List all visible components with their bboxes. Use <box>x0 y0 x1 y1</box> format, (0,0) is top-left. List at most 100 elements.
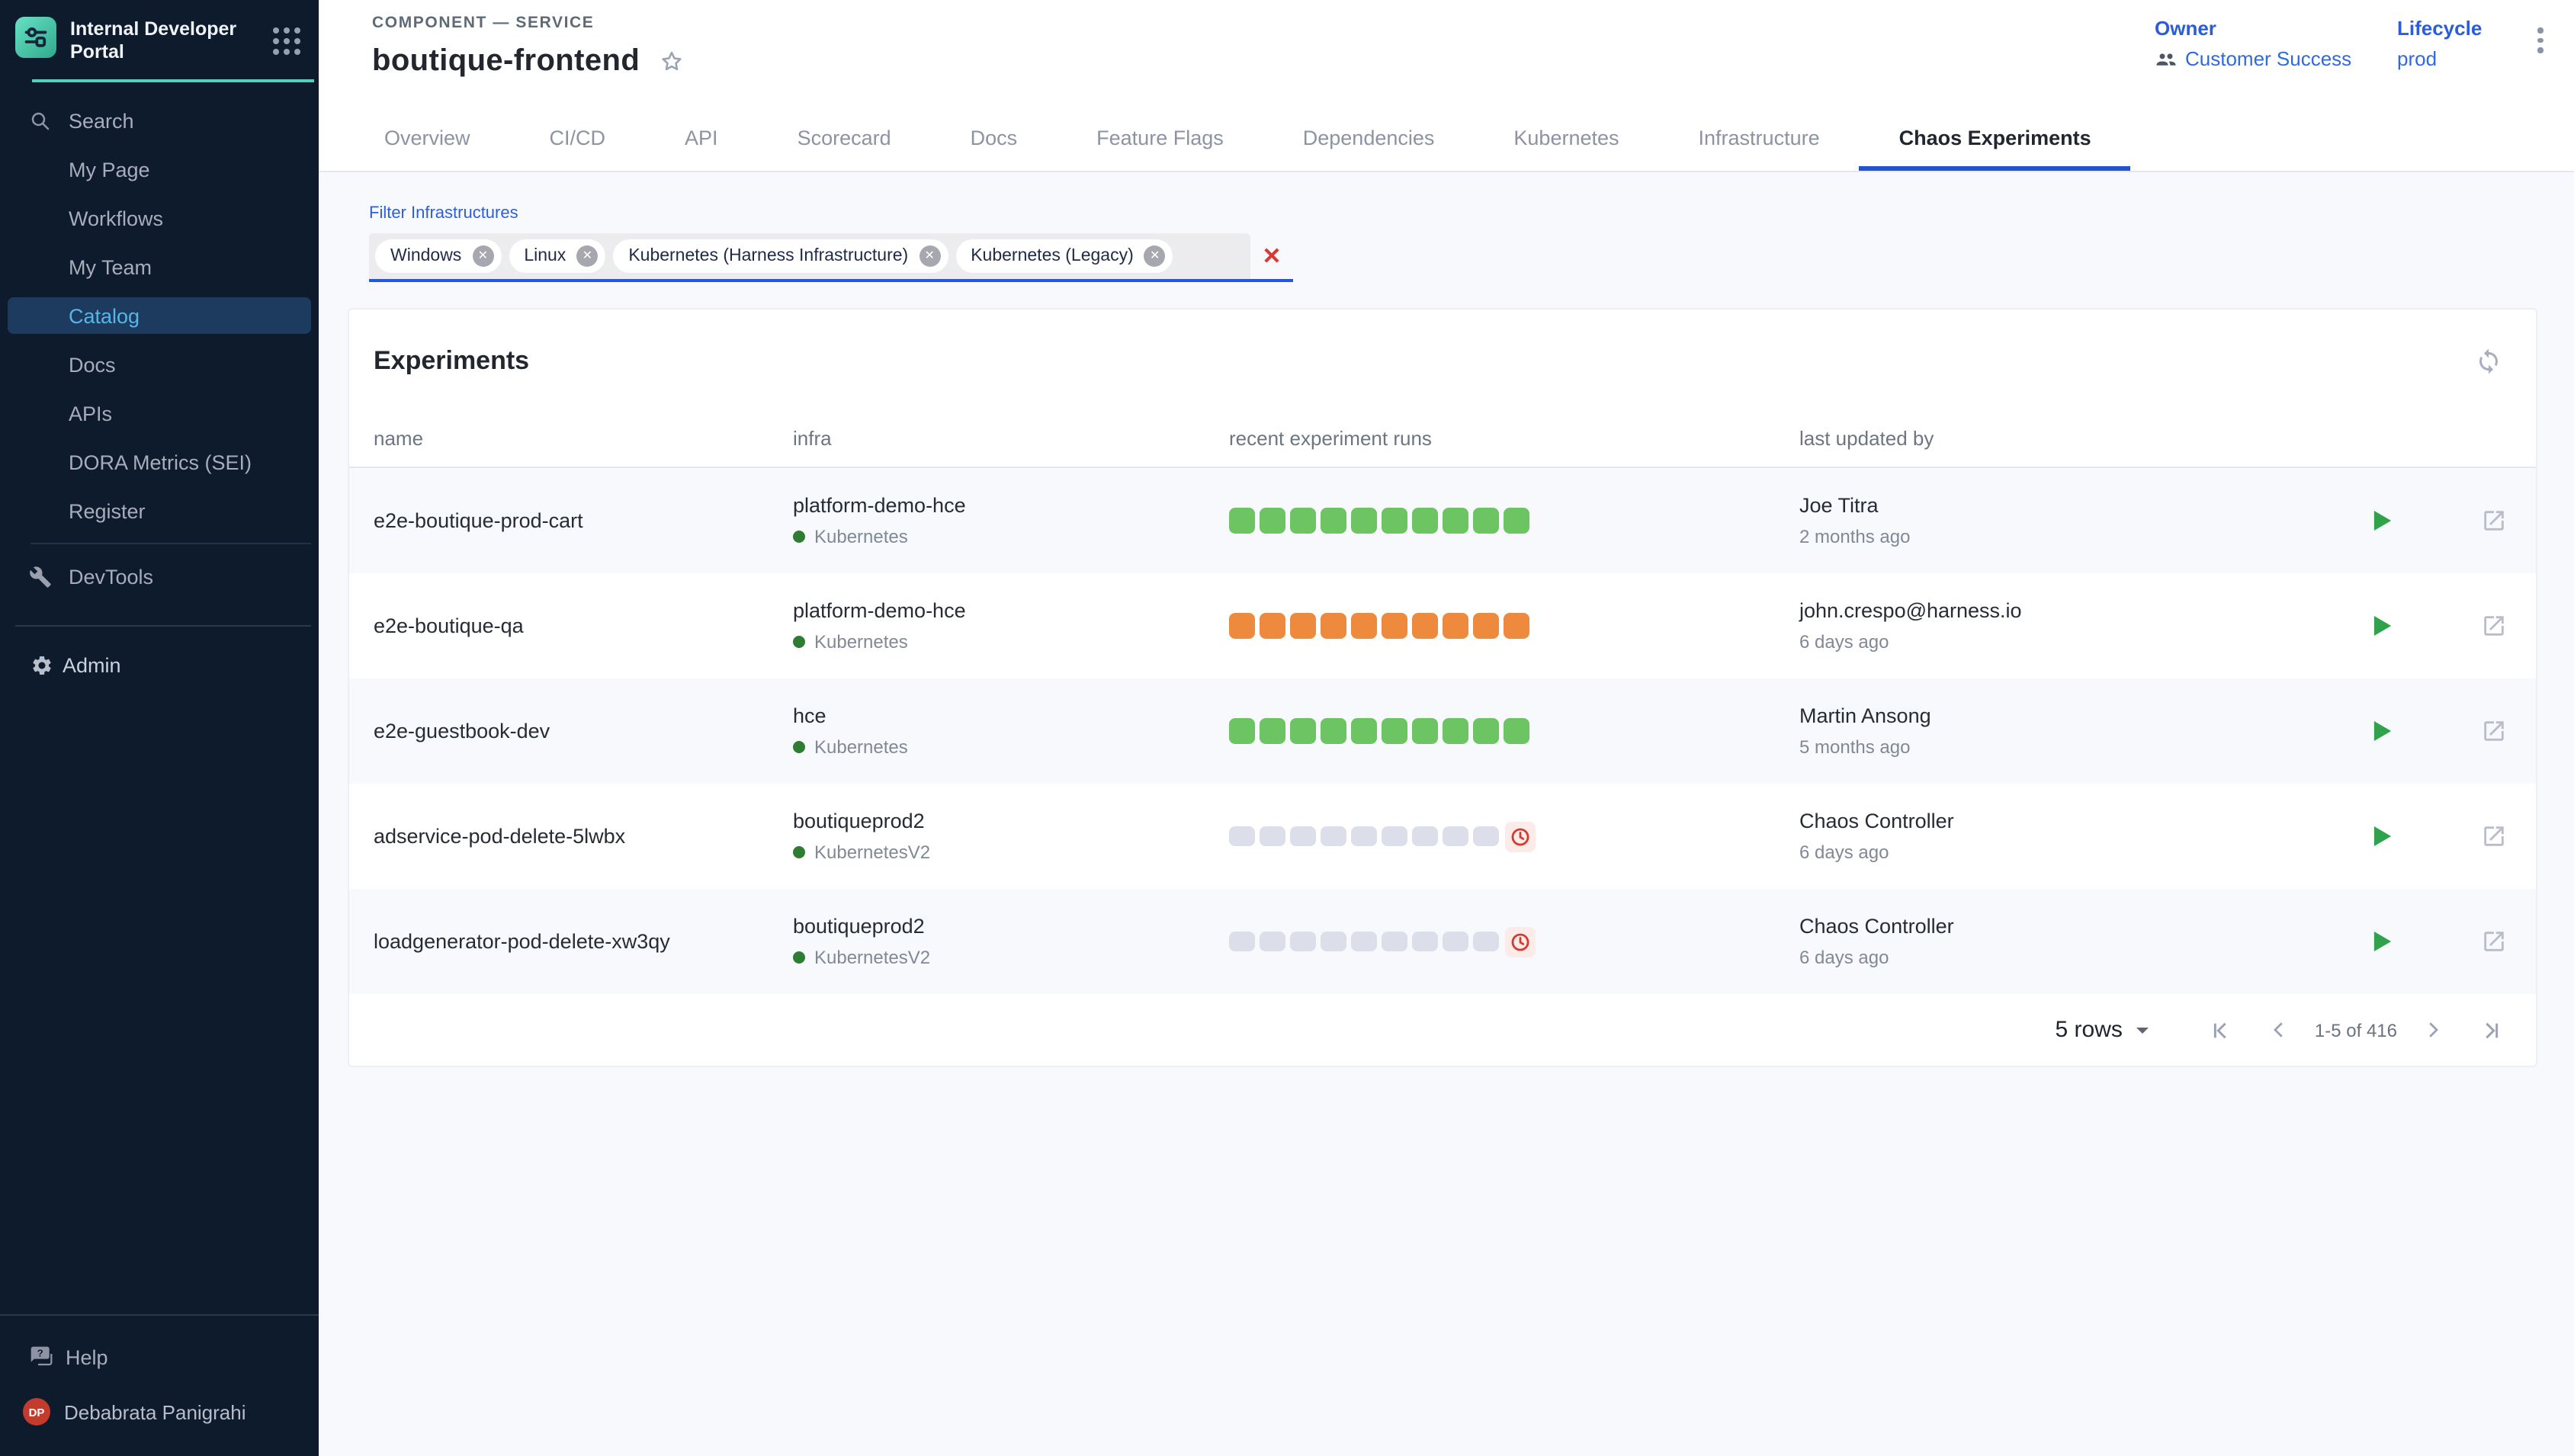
run-experiment-button[interactable] <box>2316 720 2447 742</box>
chip-remove-icon[interactable]: ✕ <box>576 245 599 267</box>
tab-feature-flags[interactable]: Feature Flags <box>1096 127 1224 149</box>
infra-status-dot <box>793 636 805 648</box>
open-experiment-button[interactable] <box>2447 613 2539 639</box>
run-square <box>1504 718 1529 744</box>
infra-type: KubernetesV2 <box>793 842 1229 863</box>
next-page-button[interactable] <box>2412 1018 2452 1041</box>
sidebar-item-my-team[interactable]: My Team <box>8 249 311 285</box>
run-square <box>1412 508 1438 534</box>
run-experiment-button[interactable] <box>2316 614 2447 637</box>
sidebar-item-my-page[interactable]: My Page <box>8 151 311 188</box>
experiment-name: e2e-boutique-prod-cart <box>374 509 583 532</box>
sidebar-item-search[interactable]: Search <box>8 102 311 139</box>
user-menu[interactable]: DP Debabrata Panigrahi <box>0 1393 319 1430</box>
run-square <box>1229 826 1255 846</box>
run-square <box>1229 718 1255 744</box>
experiment-name: e2e-guestbook-dev <box>374 720 550 742</box>
rows-per-page-select[interactable]: 5 rows <box>2056 1017 2149 1043</box>
table-row: e2e-boutique-qa platform-demo-hce Kubernet… <box>349 573 2536 678</box>
tab-overview[interactable]: Overview <box>384 127 470 149</box>
table-row: e2e-boutique-prod-cart platform-demo-hce K… <box>349 468 2536 573</box>
experiment-name: e2e-boutique-qa <box>374 614 524 637</box>
run-square <box>1382 613 1407 639</box>
tab-infrastructure[interactable]: Infrastructure <box>1698 127 1820 149</box>
chip-remove-icon[interactable]: ✕ <box>472 245 494 267</box>
run-square <box>1260 508 1285 534</box>
chip-remove-icon[interactable]: ✕ <box>919 245 941 267</box>
run-square <box>1321 932 1346 951</box>
filter-input[interactable]: Windows ✕ Linux ✕ Kubernetes (Harness Infras… <box>369 233 1293 282</box>
prev-page-button[interactable] <box>2260 1018 2300 1041</box>
open-experiment-button[interactable] <box>2447 718 2539 744</box>
sidebar-item-workflows[interactable]: Workflows <box>8 200 311 236</box>
recent-runs <box>1229 613 1799 639</box>
open-experiment-button[interactable] <box>2447 508 2539 534</box>
filter-chip-kubernetes-legacy[interactable]: Kubernetes (Legacy) ✕ <box>955 239 1173 273</box>
open-experiment-button[interactable] <box>2447 823 2539 849</box>
filter-chip-windows[interactable]: Windows ✕ <box>375 239 502 273</box>
page-title: boutique-frontend <box>372 44 640 78</box>
filter-section: Filter Infrastructures Windows ✕ Linux ✕ Kub… <box>369 204 2574 282</box>
run-square <box>1443 613 1468 639</box>
infra-cell: platform-demo-hce Kubernetes <box>793 494 1229 547</box>
column-header-name: name <box>374 427 424 450</box>
updated-by-cell: Chaos Controller 6 days ago <box>1799 915 2316 968</box>
tab-chaos-experiments[interactable]: Chaos Experiments <box>1860 108 2131 171</box>
filter-chip-linux[interactable]: Linux ✕ <box>509 239 606 273</box>
table-row: loadgenerator-pod-delete-xw3qy boutiquepr… <box>349 889 2536 994</box>
updated-by-name: Martin Ansong <box>1799 704 1931 727</box>
infra-type: Kubernetes <box>793 631 1229 653</box>
run-square <box>1321 508 1346 534</box>
table-row: e2e-guestbook-dev hce Kubernetes Martin Ans… <box>349 678 2536 784</box>
tab-api[interactable]: API <box>685 127 718 149</box>
tab-dependencies[interactable]: Dependencies <box>1302 127 1435 149</box>
sidebar-item-register[interactable]: Register <box>8 492 311 529</box>
kebab-menu-icon[interactable] <box>2533 23 2547 57</box>
open-in-new-icon <box>2483 721 2503 741</box>
caret-down-icon <box>2136 1027 2149 1039</box>
sidebar-divider <box>30 543 311 544</box>
sidebar-item-help[interactable]: ? Help <box>8 1339 311 1375</box>
tab-kubernetes[interactable]: Kubernetes <box>1513 127 1619 149</box>
apps-grid-icon[interactable] <box>273 27 300 55</box>
run-square <box>1321 826 1346 846</box>
tab-docs[interactable]: Docs <box>970 127 1018 149</box>
recent-runs <box>1229 508 1799 534</box>
recent-runs <box>1229 821 1799 851</box>
gear-icon <box>30 653 53 676</box>
table-row: adservice-pod-delete-5lwbx boutiqueprod2 K… <box>349 784 2536 889</box>
column-header-infra: infra <box>793 427 832 450</box>
run-experiment-button[interactable] <box>2316 825 2447 848</box>
tab-ci-cd[interactable]: CI/CD <box>549 127 606 149</box>
sidebar-accent-rule <box>32 79 314 82</box>
sidebar-item-label: APIs <box>69 402 113 425</box>
run-experiment-button[interactable] <box>2316 930 2447 953</box>
sidebar-item-dora-metrics-sei[interactable]: DORA Metrics (SEI) <box>8 444 311 480</box>
first-page-button[interactable] <box>2200 1018 2240 1042</box>
updated-ago: 2 months ago <box>1799 526 1911 547</box>
sidebar-item-docs[interactable]: Docs <box>8 346 311 383</box>
chip-remove-icon[interactable]: ✕ <box>1144 245 1166 267</box>
tab-scorecard[interactable]: Scorecard <box>797 127 891 149</box>
chip-label: Windows <box>390 247 462 265</box>
sidebar-item-catalog[interactable]: Catalog <box>8 297 311 334</box>
infra-type-label: KubernetesV2 <box>814 947 931 968</box>
favorite-star-icon[interactable] <box>658 49 684 75</box>
lifecycle-value: prod <box>2397 47 2438 70</box>
play-icon <box>2373 721 2391 741</box>
sidebar-item-devtools[interactable]: DevTools <box>8 558 311 595</box>
play-icon <box>2373 511 2391 531</box>
filter-chip-kubernetes-harness-infrastructure[interactable]: Kubernetes (Harness Infrastructure) ✕ <box>613 239 948 273</box>
clear-filters-button[interactable]: ✕ <box>1262 244 1282 270</box>
run-experiment-button[interactable] <box>2316 509 2447 532</box>
owner-link[interactable]: Customer Success <box>2155 47 2351 70</box>
refresh-icon[interactable] <box>2475 348 2502 375</box>
open-experiment-button[interactable] <box>2447 928 2539 954</box>
last-page-button[interactable] <box>2472 1018 2511 1042</box>
sidebar-item-admin[interactable]: Admin <box>8 646 311 683</box>
updated-by-name: Joe Titra <box>1799 494 1879 517</box>
sidebar-divider <box>15 625 311 627</box>
column-header-last-updated-by: last updated by <box>1799 427 1934 450</box>
run-square <box>1504 613 1529 639</box>
sidebar-item-apis[interactable]: APIs <box>8 395 311 431</box>
